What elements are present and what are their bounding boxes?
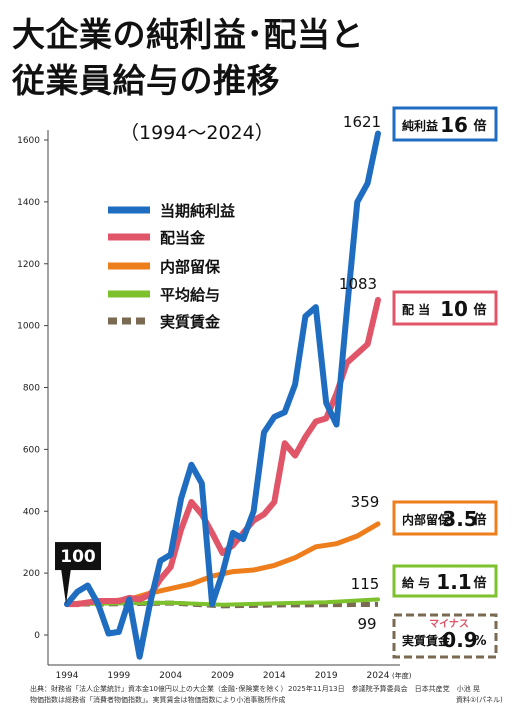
end-value-label-3: 115 xyxy=(351,575,380,593)
end-value-label-1: 1083 xyxy=(339,275,377,293)
base-callout-box xyxy=(55,542,101,571)
series-line-0 xyxy=(64,130,381,660)
y-tick-label: 200 xyxy=(23,569,40,579)
ratio-badge-suffix-3: 倍 xyxy=(473,575,486,591)
legend-label-1: 配当金 xyxy=(160,229,206,247)
ratio-badge-top-4: マイナス xyxy=(429,618,469,630)
page-subtitle: （1994～2024） xyxy=(120,122,274,144)
legend-label-4: 実質賃金 xyxy=(160,313,221,331)
y-tick-label: 800 xyxy=(23,384,40,394)
x-tick-label: 2019 xyxy=(315,671,338,681)
base-callout-pointer xyxy=(61,568,71,605)
source-date: 2025年11月13日 参議院予算委員会 日本共産党 小池 晃 xyxy=(288,685,480,693)
ratio-badge-prefix-0: 純利益 xyxy=(402,118,438,133)
ratio-badge-value-1: 10 xyxy=(440,297,468,321)
ratio-badge-value-4: 0.9 xyxy=(442,628,477,652)
y-tick-label: 600 xyxy=(23,445,40,455)
x-tick-label: 2014 xyxy=(263,671,286,681)
y-tick-label: 0 xyxy=(34,631,40,641)
legend-label-2: 内部留保 xyxy=(160,258,221,276)
ratio-badge-1 xyxy=(392,290,498,326)
y-tick-label: 1600 xyxy=(17,136,40,146)
x-tick-label: 2024 xyxy=(367,671,390,681)
page-title-line1: 大企業の純利益･配当と xyxy=(12,15,364,54)
ratio-badge-0 xyxy=(392,106,498,142)
ratio-badge-suffix-1: 倍 xyxy=(473,302,486,318)
legend-label-3: 平均給与 xyxy=(160,286,220,304)
x-axis-unit: (年度) xyxy=(392,671,412,680)
ratio-badge-2 xyxy=(392,500,498,536)
x-tick-label: 1999 xyxy=(107,671,130,681)
ratio-badge-prefix-1: 配 当 xyxy=(402,302,430,317)
ratio-badge-prefix-2: 内部留保 xyxy=(402,512,451,527)
ratio-badge-3 xyxy=(392,564,498,598)
end-value-label-4: 99 xyxy=(357,615,376,633)
ratio-badge-4 xyxy=(392,613,498,659)
page-title-line2: 従業員給与の推移 xyxy=(12,61,280,100)
ratio-badge-suffix-0: 倍 xyxy=(473,118,486,134)
x-tick-label: 1994 xyxy=(56,671,79,681)
x-tick-label: 2009 xyxy=(211,671,234,681)
source-line-1: 出典：財務省「法人企業統計」資本金10億円以上の大企業（金融･保険業を除く） xyxy=(30,685,288,693)
ratio-badge-value-2: 3.5 xyxy=(442,507,477,531)
ratio-badge-suffix-2: 倍 xyxy=(473,512,486,528)
source-doc-label: 資料①(パネル) xyxy=(456,696,503,704)
ratio-badge-prefix-4: 実質賃金 xyxy=(402,633,451,648)
ratio-badge-value-3: 1.1 xyxy=(436,570,471,594)
y-tick-label: 1400 xyxy=(17,198,40,208)
source-line-2: 物価指数は総務省「消費者物価指数」。実質賃金は物価指数により小池事務所作成 xyxy=(30,696,286,704)
end-value-label-0: 1621 xyxy=(343,113,381,131)
base-callout-label: 100 xyxy=(60,547,96,567)
legend-label-0: 当期純利益 xyxy=(160,202,235,220)
y-tick-label: 1200 xyxy=(17,260,40,270)
y-tick-label: 400 xyxy=(23,507,40,517)
y-tick-label: 1000 xyxy=(17,322,40,332)
series-line-1 xyxy=(64,296,381,608)
end-value-label-2: 359 xyxy=(351,493,380,511)
ratio-badge-suffix-4: % xyxy=(473,634,486,649)
ratio-badge-value-0: 16 xyxy=(440,113,468,137)
ratio-badge-prefix-3: 給 与 xyxy=(402,575,430,590)
x-tick-label: 2004 xyxy=(159,671,182,681)
